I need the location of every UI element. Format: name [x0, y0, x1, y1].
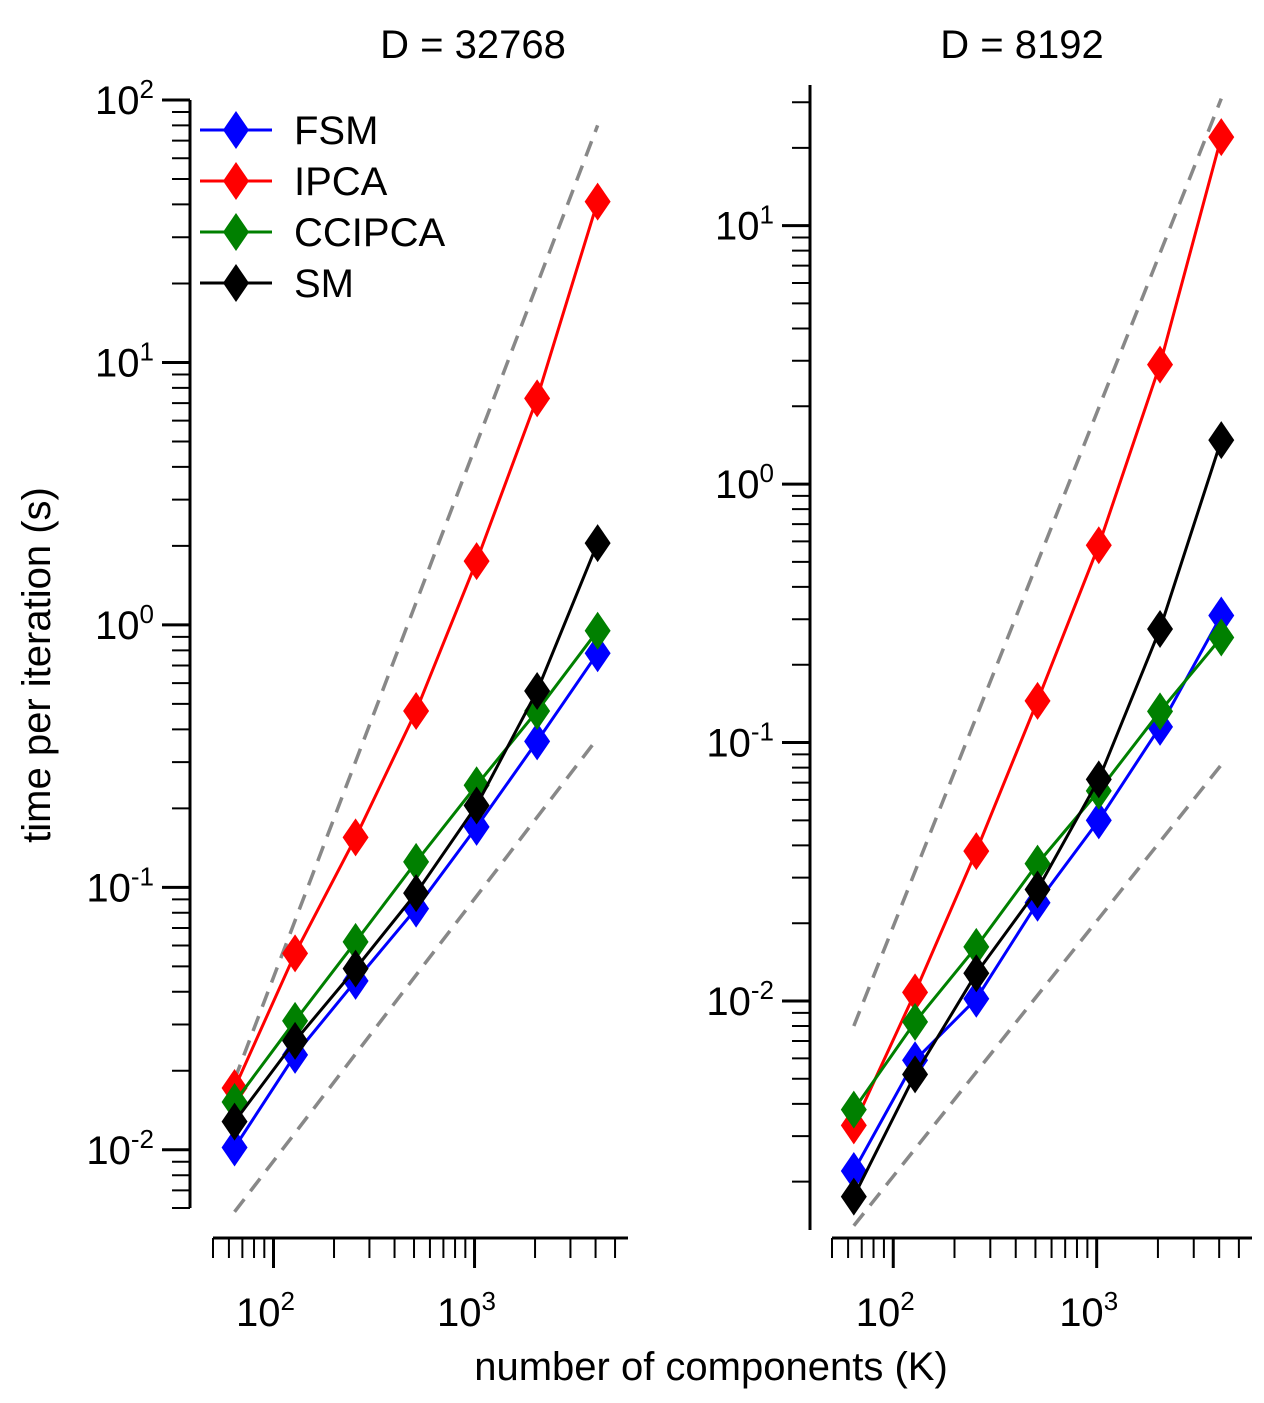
y-tick-label: 10-2	[706, 975, 774, 1024]
y-tick-label: 102	[95, 74, 154, 123]
legend-label: FSM	[294, 109, 378, 153]
data-point-ccipca	[342, 922, 369, 961]
legend-label: CCIPCA	[294, 211, 445, 255]
legend-item-fsm: FSM	[200, 109, 378, 153]
data-point-sm	[1208, 421, 1235, 460]
data-point-fsm	[1085, 801, 1112, 840]
data-point-sm	[902, 1055, 929, 1094]
reference-guide-line	[233, 737, 600, 1213]
x-tick-label: 102	[236, 1286, 295, 1335]
x-tick-label: 103	[437, 1286, 496, 1335]
data-point-sm	[403, 874, 430, 913]
y-tick-label: 101	[715, 200, 774, 249]
legend-label: SM	[294, 262, 354, 306]
reference-guide-line	[852, 763, 1223, 1227]
data-point-sm	[1024, 870, 1051, 909]
data-point-sm	[282, 1021, 309, 1060]
data-point-ccipca	[963, 927, 990, 966]
y-tick-label: 10-2	[86, 1124, 154, 1173]
y-tick-label: 10-1	[86, 861, 154, 910]
legend-swatch-marker	[223, 111, 249, 149]
panel-d-32768: D = 32768 10-2 10-1 100 101 102 102 103	[86, 23, 628, 1335]
x-tick-label: 102	[856, 1286, 915, 1335]
legend: FSM IPCA CCIPCA SM	[200, 109, 445, 306]
data-point-sm	[840, 1177, 867, 1216]
data-point-ccipca	[584, 611, 611, 650]
data-point-sm	[221, 1102, 248, 1141]
data-point-fsm	[963, 979, 990, 1018]
data-point-sm	[463, 786, 490, 825]
data-point-ipca	[1147, 345, 1174, 384]
data-point-ipca	[282, 934, 309, 973]
y-tick-label: 10-1	[706, 717, 774, 766]
x-tick-label: 103	[1059, 1286, 1118, 1335]
data-point-sm	[1085, 760, 1112, 799]
y-tick-label: 100	[715, 458, 774, 507]
legend-label: IPCA	[294, 160, 388, 204]
data-point-ipca	[1085, 526, 1112, 565]
data-point-ipca	[1024, 681, 1051, 720]
data-point-fsm	[524, 722, 551, 761]
y-tick-label: 101	[95, 336, 154, 385]
legend-item-sm: SM	[200, 262, 354, 306]
data-point-fsm	[221, 1128, 248, 1167]
data-point-ccipca	[1024, 844, 1051, 883]
data-point-ipca	[963, 832, 990, 871]
reference-guide-line	[852, 97, 1223, 1027]
data-point-ipca	[342, 818, 369, 857]
y-tick-label: 100	[95, 599, 154, 648]
panel-title: D = 32768	[380, 23, 566, 67]
legend-item-ipca: IPCA	[200, 160, 388, 204]
legend-swatch-marker	[223, 162, 249, 200]
data-point-sm	[342, 949, 369, 988]
panel-title: D = 8192	[940, 23, 1103, 67]
legend-swatch-marker	[223, 213, 249, 251]
reference-guide-line	[232, 124, 600, 1081]
data-point-ccipca	[902, 1002, 929, 1041]
data-point-ipca	[1208, 118, 1235, 157]
data-point-ipca	[403, 691, 430, 730]
data-point-ccipca	[840, 1090, 867, 1129]
data-point-ipca	[902, 973, 929, 1012]
y-axis-label: time per iteration (s)	[15, 487, 59, 843]
data-point-ccipca	[403, 842, 430, 881]
data-point-fsm	[1208, 596, 1235, 635]
data-point-fsm	[584, 634, 611, 673]
data-point-sm	[524, 671, 551, 710]
data-point-sm	[584, 524, 611, 563]
panel-d-8192: D = 8192 10-2 10-1 100 101 102 103	[706, 23, 1252, 1335]
x-axis-label: number of components (K)	[474, 1345, 948, 1389]
legend-item-ccipca: CCIPCA	[200, 211, 445, 255]
data-point-sm	[1147, 609, 1174, 648]
legend-swatch-marker	[223, 264, 249, 302]
data-point-ccipca	[1147, 692, 1174, 731]
data-point-sm	[963, 954, 990, 993]
data-point-ccipca	[1208, 618, 1235, 657]
data-point-ipca	[524, 379, 551, 418]
data-point-ipca	[584, 182, 611, 221]
data-point-ipca	[463, 542, 490, 581]
data-point-ccipca	[282, 1001, 309, 1040]
